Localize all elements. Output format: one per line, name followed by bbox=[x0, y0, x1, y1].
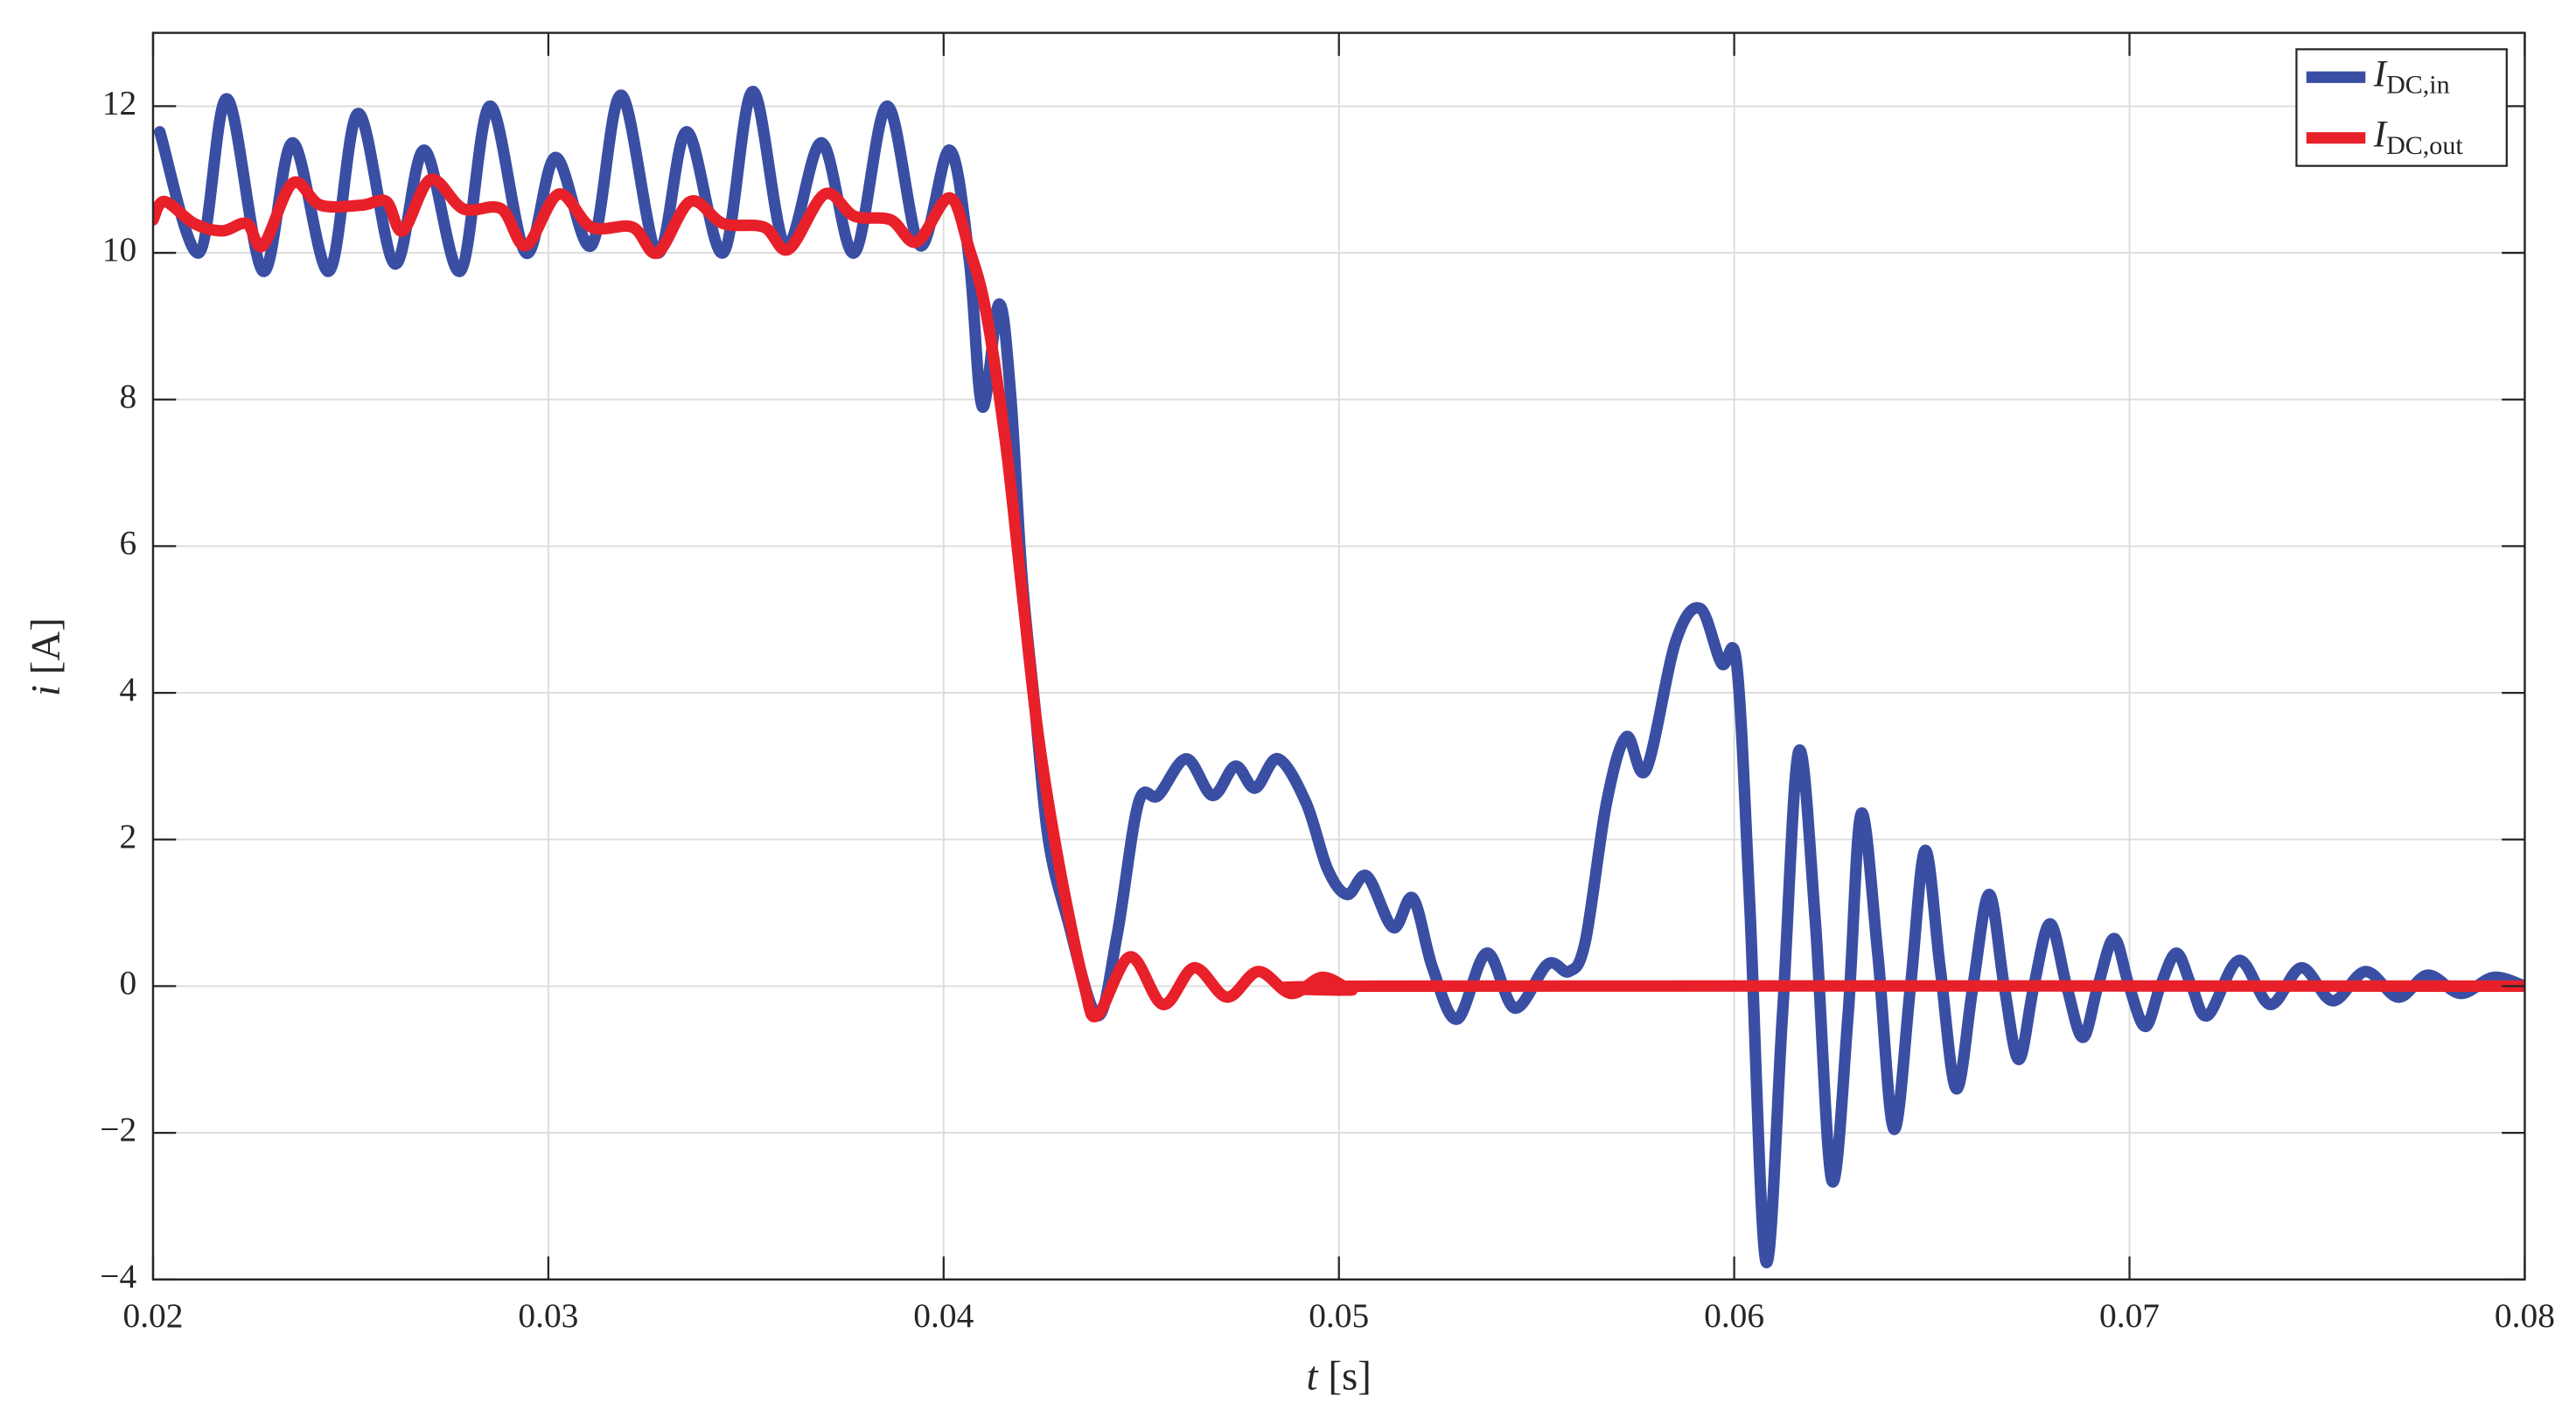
legend-label: IDC,in bbox=[2373, 53, 2450, 99]
y-tick-label: −2 bbox=[100, 1110, 136, 1148]
x-tick-label: 0.05 bbox=[1309, 1296, 1369, 1335]
y-tick-label: 4 bbox=[119, 670, 136, 709]
x-tick-label: 0.03 bbox=[518, 1296, 578, 1335]
x-tick-label: 0.02 bbox=[122, 1296, 183, 1335]
plot-lines bbox=[152, 86, 2525, 1268]
y-tick-label: 6 bbox=[119, 523, 136, 562]
x-axis-label: t [s] bbox=[1307, 1353, 1372, 1399]
x-tick-label: 0.07 bbox=[2099, 1296, 2160, 1335]
y-axis-label: i [A] bbox=[23, 618, 68, 696]
x-tick-label: 0.04 bbox=[913, 1296, 974, 1335]
ticks: 0.02 0.03 0.04 0.05 0.06 0.07 0.08 −4 −2 0 2 4 6 8 10 1… bbox=[100, 32, 2555, 1335]
x-tick-label: 0.08 bbox=[2495, 1296, 2555, 1335]
series-line bbox=[152, 173, 2525, 1023]
y-tick-label: 0 bbox=[119, 963, 136, 1002]
y-tick-label: 8 bbox=[119, 377, 136, 415]
y-tick-label: 2 bbox=[119, 817, 136, 855]
legend-label: IDC,out bbox=[2373, 115, 2464, 160]
x-tick-label: 0.06 bbox=[1704, 1296, 1764, 1335]
y-tick-label: −4 bbox=[100, 1257, 136, 1295]
legend-box bbox=[2295, 48, 2508, 167]
y-tick-label: 10 bbox=[102, 230, 136, 269]
legend: IDC,in IDC,out bbox=[2295, 48, 2508, 167]
y-tick-label: 12 bbox=[102, 83, 136, 122]
